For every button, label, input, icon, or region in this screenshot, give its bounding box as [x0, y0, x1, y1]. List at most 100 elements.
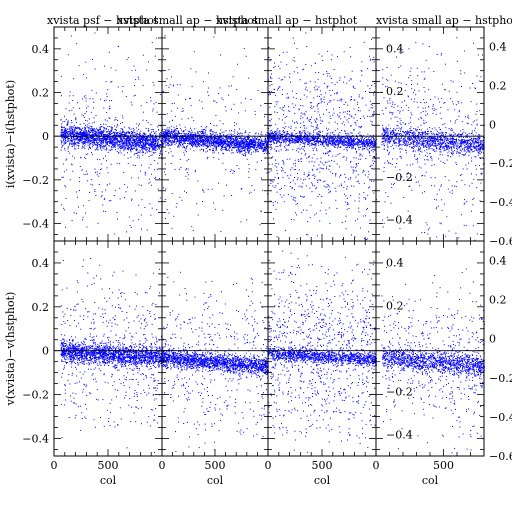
data-point: [234, 140, 236, 142]
data-point: [316, 88, 318, 90]
data-point: [127, 152, 128, 154]
data-point: [316, 141, 318, 143]
data-point: [151, 149, 153, 151]
data-point: [82, 138, 84, 140]
data-point: [87, 137, 89, 139]
data-point: [336, 140, 338, 142]
data-point: [86, 134, 88, 135]
data-point: [96, 129, 98, 131]
data-point: [79, 141, 81, 143]
data-point: [144, 140, 146, 142]
data-point: [284, 76, 286, 78]
data-point: [164, 171, 165, 173]
data-point: [84, 145, 86, 147]
data-point: [362, 115, 364, 117]
data-point: [128, 137, 130, 139]
data-point: [269, 137, 271, 139]
data-point: [200, 131, 202, 133]
data-point: [64, 185, 66, 187]
data-point: [164, 134, 166, 136]
data-point: [243, 143, 245, 144]
data-point: [204, 137, 206, 139]
data-point: [192, 137, 194, 139]
data-point: [64, 127, 66, 129]
data-point: [215, 136, 217, 138]
data-point: [234, 142, 236, 144]
data-point: [158, 129, 159, 131]
data-point: [300, 122, 302, 124]
data-point: [120, 143, 122, 145]
data-point: [165, 140, 167, 142]
data-point: [148, 143, 150, 145]
data-point: [134, 145, 136, 147]
data-point: [131, 142, 132, 144]
data-point: [257, 151, 259, 153]
data-point: [332, 89, 334, 91]
data-point: [238, 142, 240, 144]
data-point: [112, 135, 114, 136]
data-point: [133, 65, 135, 67]
data-point: [229, 140, 231, 142]
data-point: [359, 153, 361, 155]
data-point: [120, 152, 122, 154]
data-point: [132, 148, 134, 150]
data-point: [84, 95, 86, 97]
data-point: [134, 85, 135, 86]
data-point: [83, 133, 85, 135]
data-point: [154, 143, 156, 145]
data-point: [292, 149, 294, 151]
data-point: [212, 147, 214, 149]
data-point: [355, 152, 357, 154]
data-point: [80, 132, 82, 134]
data-point: [89, 146, 90, 148]
data-point: [249, 140, 250, 142]
data-point: [152, 151, 154, 153]
data-point: [193, 51, 195, 53]
data-point: [247, 149, 249, 151]
data-point: [239, 152, 241, 154]
data-point: [250, 143, 252, 145]
data-point: [221, 140, 223, 142]
data-point: [312, 174, 314, 176]
data-point: [129, 132, 131, 134]
data-point: [169, 134, 171, 136]
data-point: [241, 143, 243, 145]
data-point: [151, 136, 153, 138]
data-point: [99, 159, 101, 161]
data-point: [135, 79, 137, 81]
data-point: [228, 149, 230, 151]
data-point: [183, 140, 185, 142]
data-point: [363, 139, 365, 141]
data-point: [256, 149, 258, 151]
data-point: [320, 202, 322, 204]
data-point: [352, 139, 354, 141]
data-point: [73, 134, 75, 136]
data-point: [347, 143, 349, 145]
data-point: [127, 134, 129, 136]
data-point: [340, 137, 342, 138]
data-point: [367, 146, 369, 148]
data-point: [138, 133, 140, 135]
data-point: [133, 154, 135, 156]
data-point: [210, 129, 212, 131]
data-point: [200, 140, 202, 142]
data-point: [101, 146, 103, 148]
data-point: [242, 142, 244, 144]
data-point: [227, 142, 229, 144]
data-point: [124, 134, 126, 136]
data-point: [224, 142, 226, 143]
data-point: [155, 138, 157, 140]
data-point: [179, 138, 181, 140]
data-point: [206, 142, 208, 144]
data-point: [78, 129, 80, 131]
data-point: [74, 128, 76, 130]
data-point: [115, 137, 117, 139]
data-point: [206, 126, 208, 128]
data-point: [311, 191, 313, 193]
data-point: [312, 126, 314, 127]
data-point: [139, 151, 141, 153]
data-point: [105, 143, 107, 145]
data-point: [77, 142, 79, 144]
data-point: [346, 197, 348, 199]
data-point: [125, 139, 127, 141]
